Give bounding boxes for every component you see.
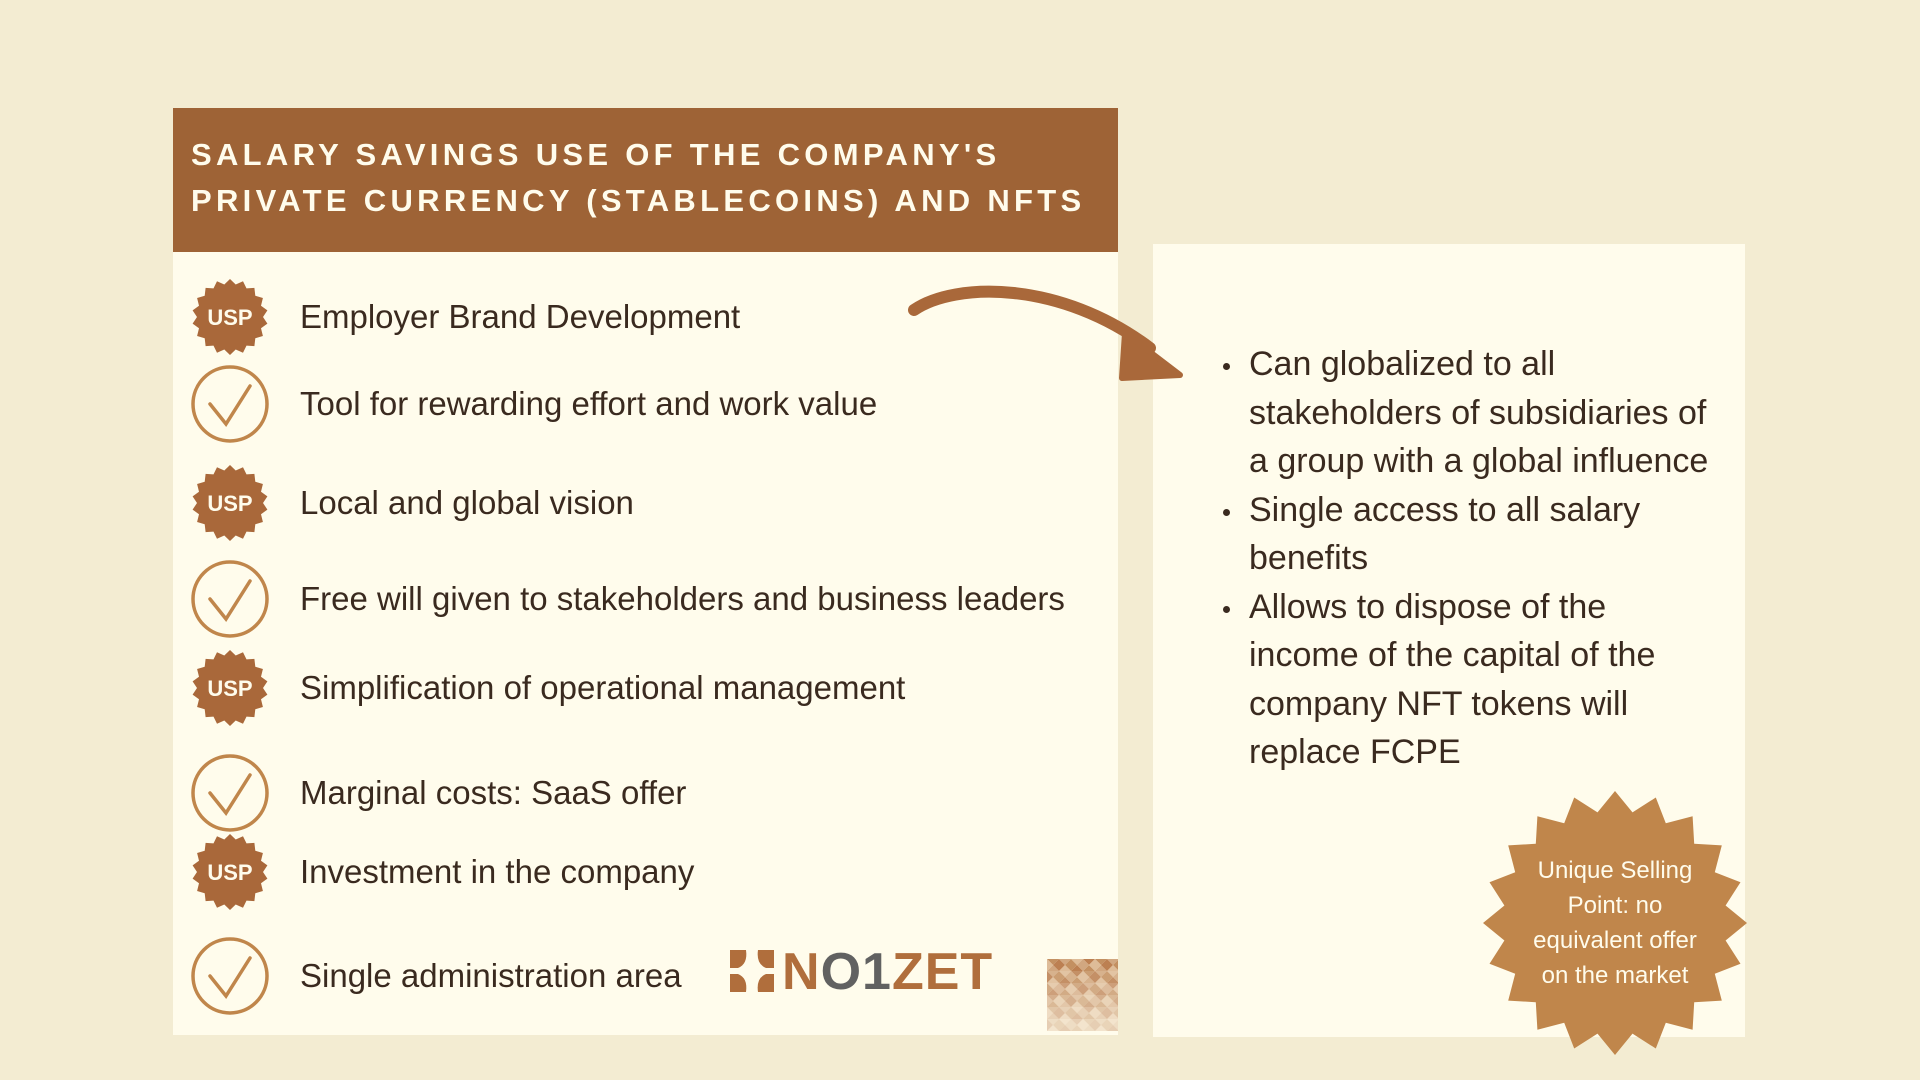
usp-badge-icon: USP [192,465,268,541]
svg-text:USP: USP [207,491,252,516]
bullet-item: Single access to all salary benefits [1220,486,1720,583]
item-label: Employer Brand Development [300,298,741,335]
list-item: Marginal costs: SaaS offer [190,753,1090,833]
logo-mark-icon [730,950,774,992]
benefit-bullets: Can globalized to all stakeholders of su… [1220,340,1720,777]
list-item: USP Investment in the company [190,832,1090,912]
item-label: Tool for rewarding effort and work value [300,385,878,422]
item-label: Single administration area [300,957,682,994]
bullet-item: Can globalized to all stakeholders of su… [1220,340,1720,486]
item-label: Local and global vision [300,484,634,521]
title-banner: SALARY SAVINGS USE OF THE COMPANY'S PRIV… [173,108,1118,252]
decorative-pattern [1047,959,1118,1031]
list-item: USP Employer Brand Development [190,277,1090,357]
check-circle-icon [191,754,269,832]
list-item: USP Local and global vision [190,463,1090,543]
starburst-icon [1483,791,1747,1055]
list-item: USP Simplification of operational managem… [190,648,1090,728]
left-panel [173,108,1118,1035]
usp-badge-icon: USP [192,834,268,910]
check-circle-icon [191,560,269,638]
noizet-logo: NO1ZET [728,943,992,1001]
usp-badge-icon: USP [192,650,268,726]
check-circle-icon [191,365,269,443]
item-label: Simplification of operational management [300,669,906,706]
bullet-item: Allows to dispose of the income of the c… [1220,583,1720,777]
item-label: Investment in the company [300,853,695,890]
svg-text:USP: USP [207,860,252,885]
unique-selling-point-badge: Unique Selling Point: no equivalent offe… [1480,788,1750,1058]
page-title: SALARY SAVINGS USE OF THE COMPANY'S PRIV… [191,137,1086,218]
list-item: Single administration area [190,936,1090,1016]
logo-wordmark: NO1ZET [782,943,994,1001]
svg-text:USP: USP [207,676,252,701]
check-circle-icon [191,937,269,1015]
usp-badge-icon: USP [192,279,268,355]
list-item: Free will given to stakeholders and busi… [190,559,1090,639]
item-label: Marginal costs: SaaS offer [300,774,687,811]
svg-text:USP: USP [207,305,252,330]
list-item: Tool for rewarding effort and work value [190,364,1090,444]
item-label: Free will given to stakeholders and busi… [300,580,1065,617]
